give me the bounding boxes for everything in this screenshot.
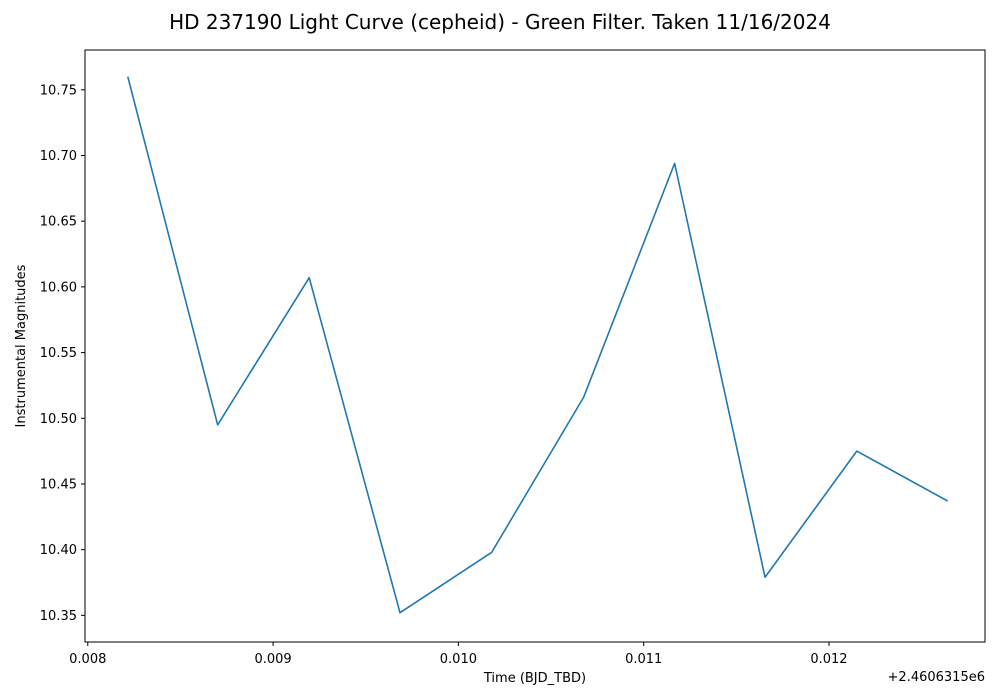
series-line (127, 76, 949, 614)
x-tick-label: 0.012 (810, 652, 847, 667)
y-tick-label: 10.45 (40, 477, 77, 492)
y-tick-label: 10.50 (40, 412, 77, 427)
chart-title: HD 237190 Light Curve (cepheid) - Green … (169, 10, 831, 34)
y-axis: 10.35 10.40 10.45 10.50 10.55 10.60 10.65 10.70… (40, 83, 85, 624)
y-tick-label: 10.60 (40, 280, 77, 295)
y-tick-label: 10.70 (40, 149, 77, 164)
y-axis-label: Instrumental Magnitudes (14, 264, 29, 427)
x-tick-label: 0.008 (69, 652, 106, 667)
y-tick-label: 10.40 (40, 543, 77, 558)
series-layer (127, 76, 949, 614)
y-tick-label: 10.55 (40, 346, 77, 361)
x-tick-label: 0.011 (625, 652, 662, 667)
x-axis-offset-label: +2.4606315e6 (888, 670, 985, 685)
plot-area (84, 49, 986, 643)
y-tick-label: 10.65 (40, 215, 77, 230)
x-tick-label: 0.010 (440, 652, 477, 667)
x-axis-label: Time (BJD_TBD) (483, 671, 586, 686)
x-axis: 0.008 0.009 0.010 0.011 0.012 (69, 642, 848, 667)
y-tick-label: 10.75 (40, 83, 77, 98)
y-tick-label: 10.35 (40, 609, 77, 624)
x-tick-label: 0.009 (254, 652, 291, 667)
